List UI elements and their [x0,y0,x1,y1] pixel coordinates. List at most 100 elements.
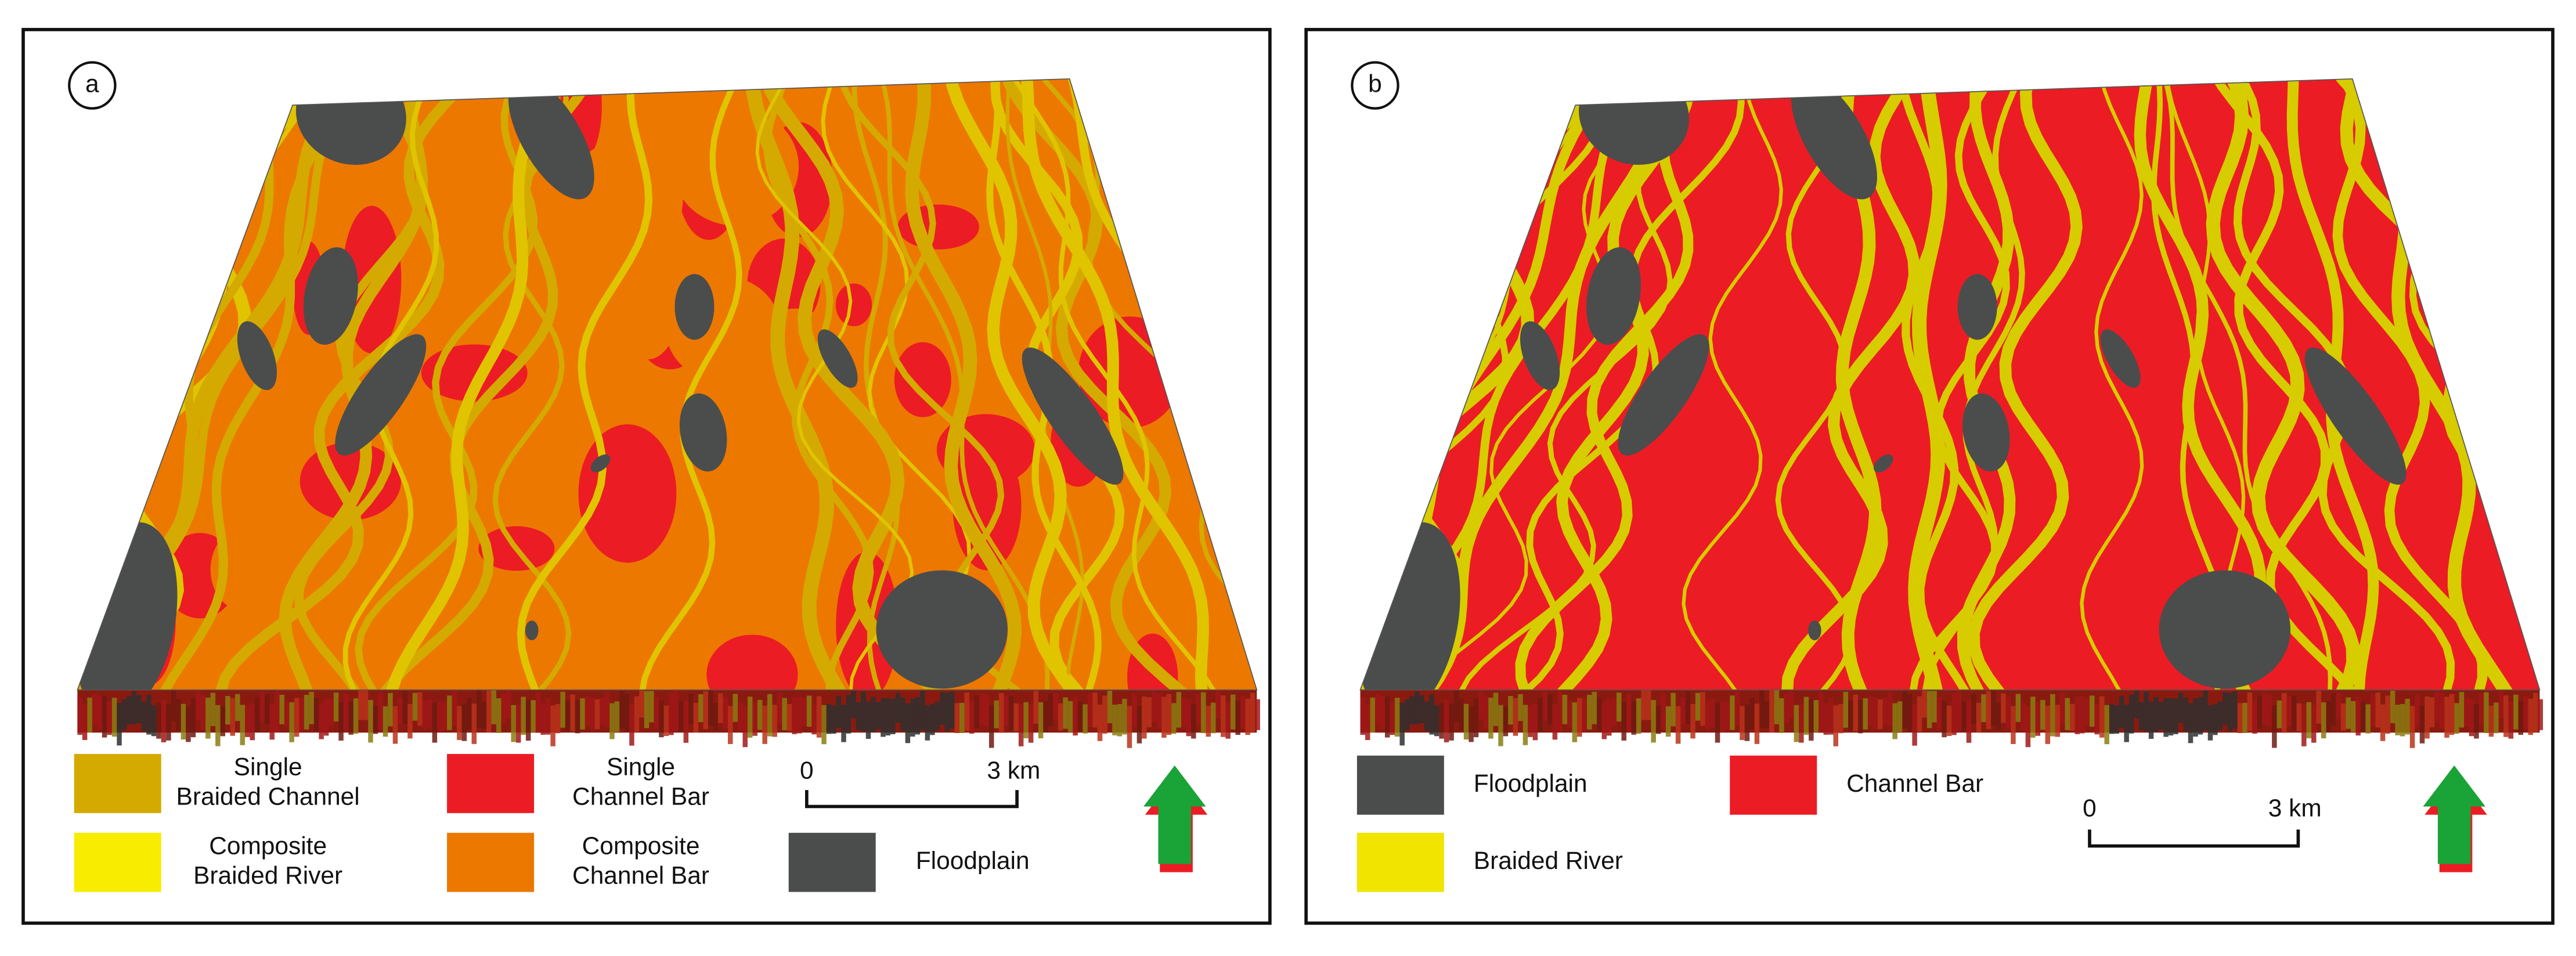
channel [905,78,1022,690]
channel [355,84,538,690]
front-stripe [1033,691,1038,724]
front-stripe [1853,694,1858,731]
front-stripe [501,693,506,723]
front-stripe [1004,696,1009,726]
front-stripe [2134,691,2139,719]
front-stripe [806,695,812,727]
front-stripe [2237,703,2243,734]
front-stripe [1833,705,1839,746]
legend-label: Braided River [1474,847,1623,874]
front-stripe [1932,691,1937,723]
front-stripe [2213,704,2218,735]
front-stripe [2311,705,2317,743]
front-stripe [1942,701,1947,738]
channel [2206,78,2361,690]
front-stripe [2276,700,2282,728]
front-stripe [2055,705,2061,737]
front-stripe [2183,697,2188,731]
front-stripe [2173,698,2178,734]
front-stripe [944,692,950,731]
floodplain [1022,347,1124,485]
front-stripe [2089,695,2095,727]
channel [763,78,874,690]
front-stripe [1813,700,1819,733]
front-stripe [427,699,432,728]
front-stripe [1087,693,1093,727]
front-stripe [2395,705,2400,735]
front-stripe [1245,698,1250,735]
channel [943,78,1079,690]
front-stripe [264,694,270,725]
front-stripe [225,696,230,725]
front-stripe [1971,694,1976,724]
front-stripe [2330,693,2336,727]
front-stripe [2518,701,2524,735]
front-stripe [461,704,467,741]
floodplain [679,393,727,472]
floodplain [1962,393,2010,472]
front-stripe [964,692,969,731]
front-stripe [2124,705,2129,742]
front-stripe [2494,702,2499,734]
front-stripe [1117,704,1123,737]
front-stripe [186,706,191,742]
front-stripe [1370,697,1375,733]
front-stripe [1156,692,1162,729]
front-stripe [269,704,275,740]
front-stripe [2119,695,2124,728]
front-stripe [2286,696,2292,726]
front-stripe [373,706,378,734]
front-stripe [511,705,516,742]
front-stripe [2060,692,2065,725]
orange-patch [210,528,279,612]
front-stripe [471,704,477,744]
front-stripe [752,702,757,736]
front-stripe [718,693,723,723]
front-stripe [821,705,827,745]
front-stripe [1819,692,1824,733]
front-stripe [531,700,536,733]
front-stripe [422,700,428,730]
front-stripe [2227,692,2233,731]
front-stripe [1690,704,1695,739]
front-stripe [87,697,92,733]
front-stripe [1542,691,1548,721]
front-stripe [777,692,782,725]
scale-end: 3 km [987,756,1040,784]
front-stripe [1390,702,1395,735]
floodplain [2100,329,2141,388]
front-stripe [279,694,284,724]
front-stripe [1710,699,1715,728]
front-stripe [1023,702,1029,738]
front-stripe [580,698,585,730]
front-stripe [1828,698,1834,735]
front-stripe [1823,703,1829,735]
channel [999,78,1186,690]
front-stripe [2449,694,2455,735]
front-stripe [1695,692,1701,721]
channel [1968,78,2083,690]
front-stripe [861,692,866,732]
front-stripe [1132,694,1137,727]
front-stripe [2021,703,2026,731]
front-stripe [1809,699,1814,741]
front-stripe [190,698,196,738]
front-stripe [141,701,147,731]
front-stripe [1127,706,1132,748]
front-stripe [988,705,994,748]
front-stripe [742,706,748,748]
front-stripe [2400,704,2405,737]
front-stripe [2099,696,2105,738]
front-stripe [1572,702,1578,742]
front-stripe [2346,697,2351,729]
front-stripe [230,698,236,736]
front-stripe [2360,701,2366,732]
north-arrow [2423,765,2485,864]
front-stripe [2296,703,2302,732]
front-stripe [447,695,452,730]
front-stripe [1744,704,1750,741]
front-stripe [378,692,383,730]
front-stripe [2419,705,2425,744]
front-stripe [506,690,511,719]
